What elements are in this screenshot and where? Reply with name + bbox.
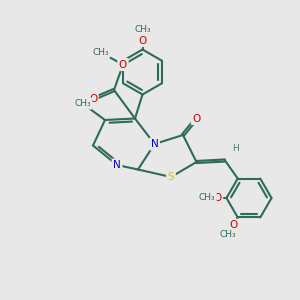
Text: O: O bbox=[138, 35, 147, 46]
Text: S: S bbox=[168, 172, 174, 182]
Text: N: N bbox=[113, 160, 121, 170]
Text: CH₃: CH₃ bbox=[74, 99, 91, 108]
Text: CH₃: CH₃ bbox=[92, 48, 109, 57]
Text: CH₃: CH₃ bbox=[199, 194, 215, 202]
Text: O: O bbox=[89, 94, 97, 104]
Text: O: O bbox=[229, 220, 237, 230]
Text: CH₃: CH₃ bbox=[74, 99, 91, 108]
Text: O: O bbox=[119, 59, 127, 70]
Text: CH₃: CH₃ bbox=[134, 26, 151, 34]
Text: O: O bbox=[213, 193, 222, 203]
Text: H: H bbox=[232, 144, 239, 153]
Text: CH₃: CH₃ bbox=[220, 230, 236, 239]
Text: N: N bbox=[151, 139, 158, 149]
Text: O: O bbox=[192, 113, 201, 124]
